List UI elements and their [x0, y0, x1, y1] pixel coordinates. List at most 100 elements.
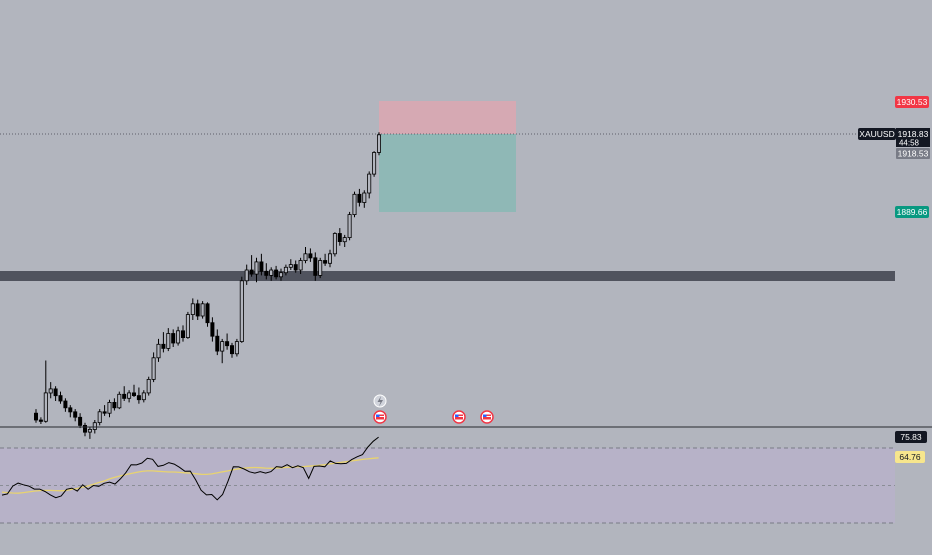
close-price-badge[interactable]: 1918.53 — [896, 148, 930, 159]
us-flag-icon — [483, 414, 491, 420]
symbol-badge[interactable]: XAUUSD — [858, 128, 896, 140]
candle — [327, 249, 332, 268]
candle — [131, 384, 136, 397]
candle — [244, 264, 249, 285]
candle — [332, 232, 337, 257]
candle — [122, 386, 127, 401]
candle — [78, 413, 83, 429]
candle — [259, 253, 264, 276]
candle — [161, 332, 166, 353]
us-flag-icon — [455, 414, 463, 420]
last-price-badge[interactable]: 1918.83 44:58 — [896, 128, 930, 148]
candle — [185, 311, 190, 339]
candle — [239, 276, 244, 343]
candle — [362, 190, 367, 208]
candle — [293, 260, 298, 273]
candle — [141, 390, 146, 403]
candle — [298, 257, 303, 274]
candle — [87, 426, 92, 439]
candle — [107, 399, 112, 418]
stop-price-badge[interactable]: 1930.53 — [895, 96, 929, 108]
close-price-label: 1918.53 — [898, 149, 929, 159]
candle — [283, 264, 288, 276]
stop-loss-zone[interactable] — [379, 101, 516, 134]
candle — [68, 405, 73, 418]
candle — [215, 329, 220, 356]
candle — [73, 409, 78, 422]
candle — [254, 257, 259, 283]
candle — [200, 301, 205, 319]
candle — [63, 398, 68, 412]
us-flag-icon — [376, 414, 384, 420]
rsi-ma-line — [1, 457, 379, 494]
candle — [151, 352, 156, 383]
candle — [372, 151, 377, 177]
rsi-ma-value-label: 64.76 — [899, 452, 921, 462]
candle — [190, 298, 195, 320]
candle — [220, 338, 225, 364]
candle — [146, 376, 151, 396]
candle — [195, 299, 200, 320]
candle — [269, 267, 274, 281]
candle — [136, 387, 141, 404]
candle — [342, 234, 347, 247]
candle — [102, 405, 107, 416]
candle — [264, 263, 269, 280]
candle — [347, 211, 352, 241]
candle — [337, 228, 342, 246]
candle — [225, 333, 230, 350]
candle — [156, 338, 161, 362]
candle — [376, 132, 381, 156]
rsi-ma-value-badge[interactable]: 64.76 — [895, 451, 925, 463]
candle — [58, 391, 63, 404]
lightning-event-marker[interactable] — [373, 394, 387, 408]
rsi-value-badge[interactable]: 75.83 — [895, 431, 927, 443]
candle — [274, 265, 279, 280]
candle — [234, 338, 239, 357]
candle — [357, 188, 362, 207]
candle — [83, 422, 88, 437]
candle — [48, 382, 53, 399]
candles — [34, 132, 381, 439]
candle — [303, 247, 308, 264]
candle — [323, 253, 328, 266]
symbol-label: XAUUSD — [859, 129, 894, 139]
candle — [210, 317, 215, 342]
candle — [367, 171, 372, 199]
rsi-value-label: 75.83 — [900, 432, 922, 442]
stop-price-label: 1930.53 — [897, 97, 928, 107]
target-price-label: 1889.66 — [897, 207, 928, 217]
us-flag-event-marker[interactable] — [373, 410, 387, 424]
target-price-badge[interactable]: 1889.66 — [895, 206, 929, 218]
candle — [249, 255, 254, 277]
candle — [112, 398, 117, 411]
candle — [288, 259, 293, 270]
candle — [308, 248, 313, 262]
candle — [176, 326, 181, 346]
support-zone[interactable] — [0, 271, 895, 281]
candle — [229, 342, 234, 358]
lightning-icon — [377, 396, 383, 407]
candle — [38, 417, 43, 424]
us-flag-event-marker[interactable] — [480, 410, 494, 424]
candle — [34, 409, 39, 423]
candle — [313, 252, 318, 281]
candle — [127, 390, 132, 403]
candle — [43, 360, 48, 423]
candle — [278, 268, 283, 281]
candle — [180, 325, 185, 342]
candle — [53, 386, 58, 401]
rsi-line — [1, 436, 379, 501]
candle — [205, 302, 210, 327]
last-price-label: 1918.83 — [898, 129, 929, 139]
candle — [117, 391, 122, 410]
candle — [97, 409, 102, 426]
us-flag-event-marker[interactable] — [452, 410, 466, 424]
candle — [318, 257, 323, 279]
take-profit-zone[interactable] — [379, 134, 516, 212]
candle — [166, 328, 171, 352]
bar-countdown-label: 44:58 — [899, 139, 920, 148]
candle — [352, 191, 357, 218]
candle — [171, 329, 176, 347]
